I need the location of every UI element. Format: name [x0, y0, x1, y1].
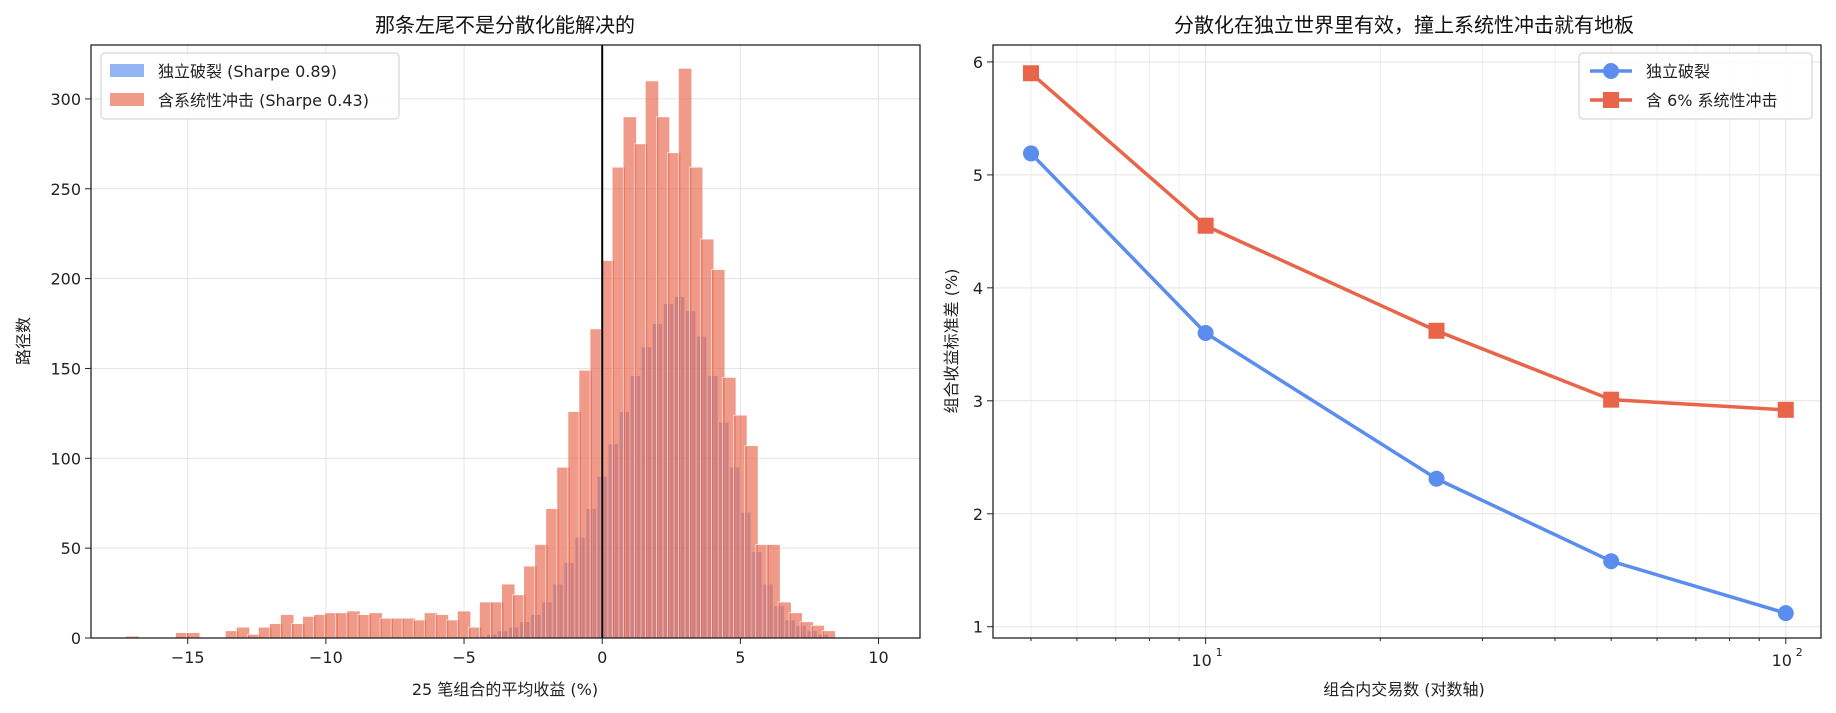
y-tick-label: 4 — [973, 279, 983, 298]
y-tick-label: 5 — [973, 166, 983, 185]
y-tick-label: 300 — [50, 90, 81, 109]
data-point — [1197, 217, 1214, 234]
histogram-y-ticks: 0 50 100 150 200 250 300 — [50, 90, 91, 648]
line-chart: 分散化在独立世界里有效，撞上系统性冲击就有地板 10 1 10 2 1 2 3 4 5 6 组合… — [942, 13, 1822, 699]
x-tick-label: 10 — [1191, 651, 1211, 670]
data-point — [1777, 605, 1794, 622]
histogram-legend: 独立破裂 (Sharpe 0.89) 含系统性冲击 (Sharpe 0.43) — [100, 52, 400, 120]
histogram-x-label: 25 笔组合的平均收益 (%) — [412, 680, 598, 699]
data-point — [1023, 145, 1040, 162]
series-line — [1029, 71, 1786, 412]
legend-label-systemic-line: 含 6% 系统性冲击 — [1646, 91, 1778, 110]
x-tick-label: −10 — [309, 648, 343, 667]
data-point — [1428, 470, 1445, 487]
line-chart-legend: 独立破裂 含 6% 系统性冲击 — [1578, 52, 1813, 120]
x-tick-exponent: 1 — [1216, 646, 1223, 659]
data-point — [1428, 322, 1445, 339]
y-tick-label: 1 — [973, 618, 983, 637]
y-tick-label: 50 — [61, 539, 81, 558]
y-tick-label: 2 — [973, 505, 983, 524]
line-chart-y-label: 组合收益标准差 (%) — [942, 269, 961, 414]
histogram-bar — [186, 632, 201, 639]
x-tick-label: 10 — [868, 648, 888, 667]
legend-marker-systemic — [1603, 92, 1619, 108]
y-tick-label: 200 — [50, 270, 81, 289]
legend-label-independent: 独立破裂 (Sharpe 0.89) — [158, 62, 337, 81]
data-point — [1023, 65, 1040, 82]
legend-marker-independent — [1603, 63, 1619, 79]
legend-label-independent-line: 独立破裂 — [1646, 62, 1710, 81]
x-tick-label: −15 — [171, 648, 205, 667]
y-tick-label: 150 — [50, 359, 81, 378]
y-tick-label: 250 — [50, 180, 81, 199]
series-line — [1029, 152, 1787, 615]
x-tick-label: 0 — [597, 648, 607, 667]
line-chart-grid — [993, 45, 1821, 638]
line-chart-x-label: 组合内交易数 (对数轴) — [1323, 680, 1485, 699]
data-point — [1603, 391, 1620, 408]
histogram-series-systemic — [125, 68, 836, 639]
line-chart-x-ticks: 10 1 10 2 — [1030, 638, 1803, 670]
histogram-frame — [90, 44, 921, 639]
x-tick-label: 10 — [1772, 651, 1792, 670]
data-point — [1603, 553, 1620, 570]
legend-label-systemic: 含系统性冲击 (Sharpe 0.43) — [158, 91, 369, 110]
data-point — [1197, 325, 1214, 342]
histogram-y-label: 路径数 — [14, 317, 33, 365]
histogram-grid — [91, 45, 920, 639]
x-tick-label: 5 — [735, 648, 745, 667]
line-chart-series — [1023, 65, 1794, 622]
legend-swatch-independent — [110, 64, 144, 77]
y-tick-label: 100 — [50, 449, 81, 468]
y-tick-label: 0 — [71, 629, 81, 648]
line-chart-y-ticks: 1 2 3 4 5 6 — [973, 53, 993, 637]
x-tick-exponent: 2 — [1796, 646, 1803, 659]
histogram-title: 那条左尾不是分散化能解决的 — [375, 13, 635, 37]
legend-swatch-systemic — [110, 93, 144, 106]
line-chart-title: 分散化在独立世界里有效，撞上系统性冲击就有地板 — [1174, 13, 1634, 37]
y-tick-label: 6 — [973, 53, 983, 72]
histogram-bar — [821, 630, 836, 639]
line-chart-frame — [992, 44, 1822, 639]
histogram-x-ticks: −15 −10 −5 0 5 10 — [171, 638, 889, 667]
x-tick-label: −5 — [452, 648, 476, 667]
y-tick-label: 3 — [973, 392, 983, 411]
histogram-chart: 那条左尾不是分散化能解决的 −15 −10 −5 0 5 10 0 50 100 150 200 2… — [14, 13, 921, 699]
data-point — [1777, 401, 1794, 418]
